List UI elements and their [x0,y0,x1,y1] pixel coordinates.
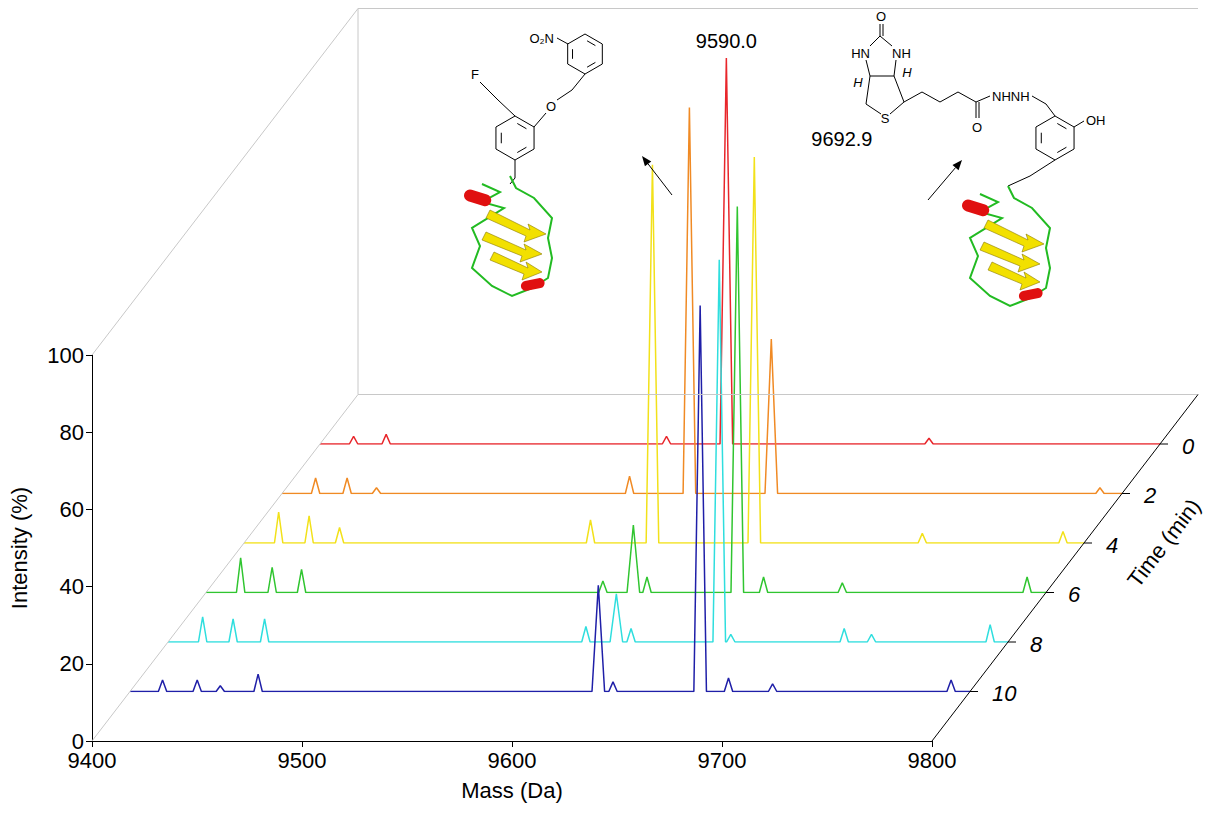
svg-text:S: S [881,111,890,126]
svg-text:4: 4 [1106,533,1118,558]
svg-text:9600: 9600 [488,748,537,773]
svg-text:OH: OH [1086,113,1106,128]
svg-text:O: O [876,9,886,24]
svg-text:6: 6 [1068,582,1081,607]
svg-text:2: 2 [1143,483,1156,508]
svg-text:H: H [853,75,863,90]
svg-text:0: 0 [1182,434,1195,459]
svg-text:O: O [972,120,982,135]
svg-text:Time (min): Time (min) [1122,494,1205,592]
svg-text:80: 80 [60,420,84,445]
svg-text:Mass (Da): Mass (Da) [461,778,562,803]
svg-text:NHNH: NHNH [992,89,1030,104]
svg-text:40: 40 [60,574,84,599]
svg-text:F: F [471,67,479,82]
svg-text:20: 20 [60,651,84,676]
svg-text:O: O [546,99,556,114]
svg-text:9500: 9500 [278,748,327,773]
svg-text:H: H [902,65,912,80]
svg-text:9700: 9700 [698,748,747,773]
svg-text:10: 10 [992,681,1017,706]
svg-text:9400: 9400 [68,748,117,773]
svg-text:8: 8 [1030,632,1043,657]
svg-text:0: 0 [71,728,84,754]
svg-text:O₂N: O₂N [529,31,554,46]
svg-text:9800: 9800 [908,748,957,773]
svg-text:NH: NH [892,46,911,61]
svg-text:60: 60 [60,497,84,522]
svg-text:HN: HN [851,46,870,61]
svg-text:100: 100 [47,343,84,368]
svg-text:9590.0: 9590.0 [696,30,757,52]
svg-text:9692.9: 9692.9 [811,128,872,150]
svg-text:Intensity (%): Intensity (%) [7,487,32,609]
